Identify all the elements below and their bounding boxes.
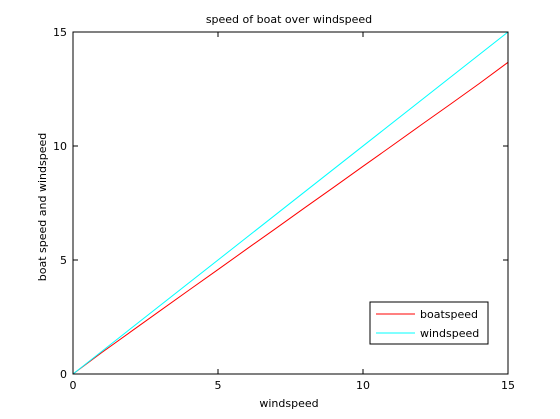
x-tick-label: 15 [501, 379, 515, 392]
axis-ticks: 0 5 10 15 0 5 10 15 [53, 26, 515, 392]
y-tick-label: 0 [60, 368, 67, 381]
x-axis-label: windspeed [259, 397, 318, 410]
x-tick-label: 5 [215, 379, 222, 392]
chart-title: speed of boat over windspeed [206, 13, 372, 26]
y-tick-label: 15 [53, 26, 67, 39]
series-line-windspeed [72, 31, 509, 375]
series-layer [72, 31, 509, 375]
x-tick-label: 0 [70, 379, 77, 392]
y-axis-label: boat speed and windspeed [36, 133, 49, 281]
legend-label-boatspeed: boatspeed [420, 308, 478, 321]
series-line-boatspeed [72, 61, 509, 375]
plot-area-frame [72, 31, 509, 375]
legend-box [369, 301, 489, 345]
legend: boatspeed windspeed [369, 301, 489, 345]
y-tick-label: 5 [60, 254, 67, 267]
y-tick-label: 10 [53, 140, 67, 153]
x-tick-label: 10 [356, 379, 370, 392]
legend-label-windspeed: windspeed [420, 327, 479, 340]
